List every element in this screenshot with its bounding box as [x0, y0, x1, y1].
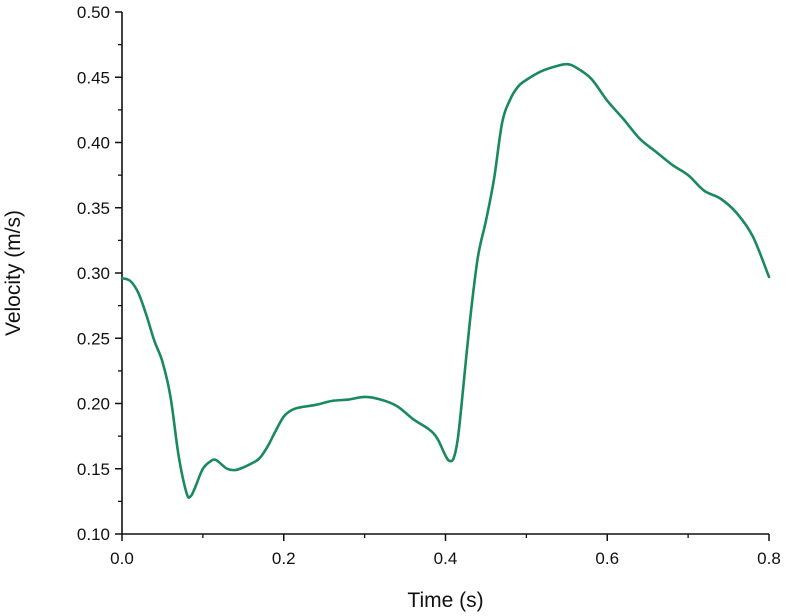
y-tick-label: 0.15	[77, 460, 110, 479]
y-tick-label: 0.20	[77, 395, 110, 414]
y-tick-label: 0.35	[77, 199, 110, 218]
x-tick-label: 0.0	[110, 549, 134, 568]
y-axis-title: Velocity (m/s)	[2, 210, 25, 336]
y-tick-label: 0.40	[77, 134, 110, 153]
y-tick-label: 0.10	[77, 525, 110, 544]
x-tick-label: 0.6	[595, 549, 619, 568]
y-tick-label: 0.50	[77, 3, 110, 22]
ticks	[115, 11, 770, 541]
tick-labels: 0.0 0.2 0.4 0.6 0.8 0.10 0.15 0.20 0.25 0.30 0.35 0…	[77, 3, 781, 568]
velocity-line	[120, 62, 771, 500]
x-tick-label: 0.2	[272, 549, 296, 568]
x-tick-label: 0.4	[434, 549, 458, 568]
y-tick-label: 0.30	[77, 264, 110, 283]
y-tick-label: 0.45	[77, 68, 110, 87]
x-axis-title: Time (s)	[407, 589, 483, 612]
y-tick-label: 0.25	[77, 329, 110, 348]
x-tick-label: 0.8	[757, 549, 781, 568]
